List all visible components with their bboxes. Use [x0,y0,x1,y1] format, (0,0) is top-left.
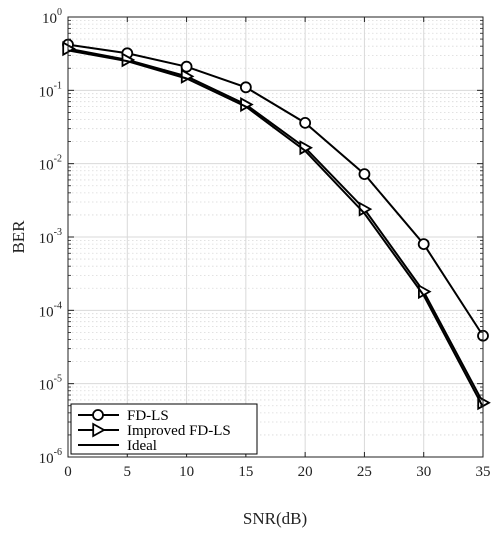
series-improved-fd-ls [62,41,491,411]
y-tick-label: 10-4 [39,300,62,320]
circle-marker [239,81,252,94]
x-tick-label: 0 [64,464,72,480]
triangle-marker [62,41,76,57]
y-tick-label: 10-3 [39,227,62,247]
y-tick-label: 10-1 [39,80,62,100]
y-tick-label: 10-5 [39,374,62,394]
ticks [67,16,484,458]
x-tick-label: 10 [179,464,194,480]
circle-marker [417,238,430,251]
circle-marker [180,60,193,73]
legend-label-improved-fd-ls: Improved FD-LS [127,423,231,439]
x-tick-label: 30 [416,464,431,480]
y-tick-label: 10-6 [39,447,62,467]
x-tick-label: 15 [238,464,253,480]
x-axis-title: SNR(dB) [243,509,307,528]
x-tick-label: 5 [124,464,132,480]
series-fd-ls [62,38,489,342]
y-axis-title: BER [9,220,28,254]
circle-marker [299,116,312,129]
tick-labels: 0 5 10 15 20 25 30 35 10-6 10-5 10-4 10-3 10-2 10-1 10… [39,7,491,480]
x-tick-label: 20 [298,464,313,480]
legend-label-ideal: Ideal [127,438,157,454]
series-line [67,47,484,404]
circle-marker [358,168,371,181]
series-line [67,43,484,337]
y-tick-label: 100 [42,7,62,27]
series-line [67,49,484,408]
y-tick-label: 10-2 [39,154,62,174]
x-tick-label: 25 [357,464,372,480]
series-layer [62,38,491,411]
legend-label-fd-ls: FD-LS [127,408,169,424]
series-ideal [67,49,484,408]
triangle-marker [92,422,106,438]
circle-marker [92,409,104,421]
x-tick-label: 35 [476,464,491,480]
